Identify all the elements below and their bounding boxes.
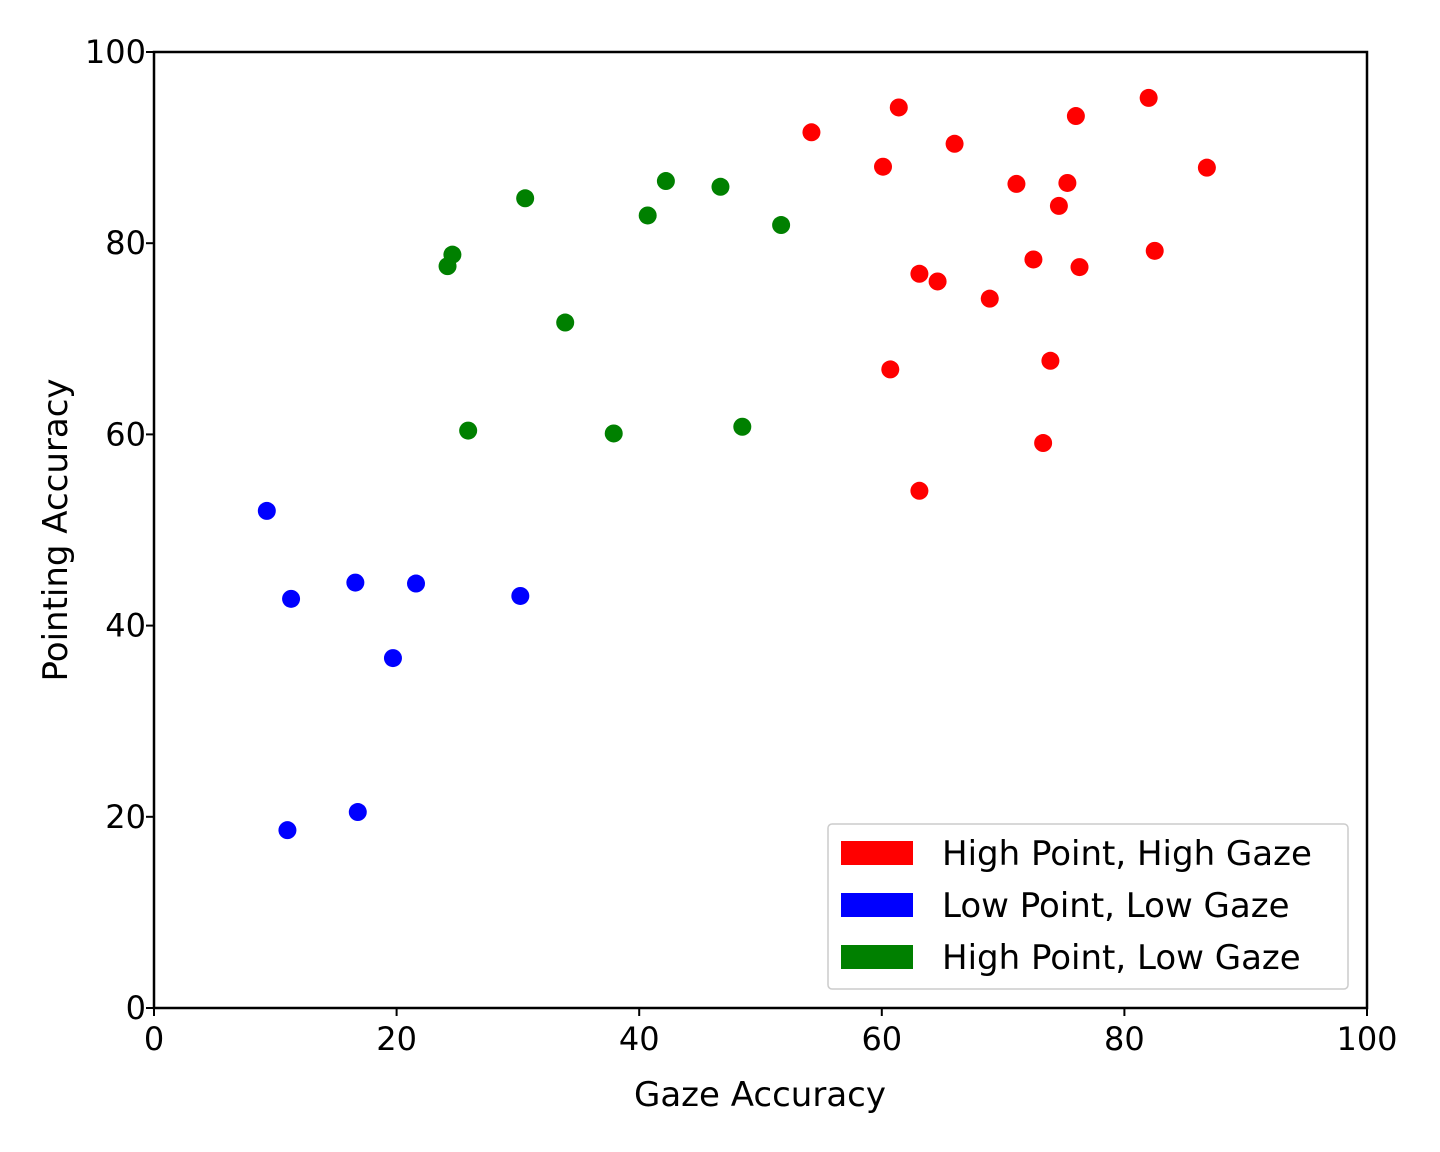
data-point-high-point-low-gaze (443, 245, 462, 264)
data-point-high-point-high-gaze (1066, 107, 1085, 126)
data-point-high-point-low-gaze (638, 206, 657, 225)
x-tick-label: 0 (144, 1020, 164, 1058)
plot-markers (257, 88, 1216, 840)
data-point-high-point-high-gaze (889, 98, 908, 117)
data-point-high-point-high-gaze (1197, 158, 1216, 177)
legend-box (827, 823, 1349, 990)
legend-label-high-point-high-gaze: High Point, High Gaze (942, 834, 1312, 874)
data-point-high-point-high-gaze (910, 264, 929, 283)
data-point-high-point-high-gaze (910, 481, 929, 500)
data-point-low-point-low-gaze (383, 649, 402, 668)
legend-swatch-high-point-low-gaze (841, 945, 913, 969)
data-point-low-point-low-gaze (282, 589, 301, 608)
y-tick-label: 20 (105, 798, 146, 836)
data-point-high-point-high-gaze (881, 360, 900, 379)
x-tick-label: 40 (619, 1020, 660, 1058)
data-point-low-point-low-gaze (257, 501, 276, 520)
data-point-low-point-low-gaze (407, 574, 426, 593)
data-point-high-point-high-gaze (1139, 88, 1158, 107)
x-tick-label: 80 (1104, 1020, 1145, 1058)
legend-label-high-point-low-gaze: High Point, Low Gaze (942, 938, 1301, 978)
data-point-high-point-high-gaze (802, 123, 821, 142)
data-point-high-point-low-gaze (733, 417, 752, 436)
data-point-high-point-high-gaze (980, 289, 999, 308)
y-tick-label: 80 (105, 224, 146, 262)
data-point-high-point-high-gaze (1070, 258, 1089, 277)
x-tick-label: 20 (376, 1020, 417, 1058)
legend-swatch-high-point-high-gaze (841, 841, 913, 865)
y-axis-label: Pointing Accuracy (36, 378, 76, 681)
data-point-high-point-low-gaze (604, 424, 623, 443)
data-point-high-point-high-gaze (1007, 174, 1026, 193)
data-point-high-point-high-gaze (1058, 173, 1077, 192)
data-point-high-point-high-gaze (928, 272, 947, 291)
y-tick-label: 0 (126, 989, 146, 1027)
y-tick-label: 40 (105, 607, 146, 645)
x-tick-label: 60 (861, 1020, 902, 1058)
x-axis: 0 20 40 60 80 100 (144, 1008, 1398, 1058)
data-point-high-point-low-gaze (459, 421, 478, 440)
data-point-low-point-low-gaze (348, 803, 367, 822)
legend-label-low-point-low-gaze: Low Point, Low Gaze (942, 886, 1290, 926)
x-tick-label: 100 (1336, 1020, 1397, 1058)
data-point-high-point-high-gaze (1145, 241, 1164, 260)
data-point-low-point-low-gaze (346, 573, 365, 592)
plot-frame (152, 50, 1369, 1010)
data-point-high-point-high-gaze (1024, 250, 1043, 269)
y-tick-label: 100 (85, 33, 146, 71)
data-point-high-point-low-gaze (556, 313, 575, 332)
data-point-high-point-high-gaze (1034, 434, 1053, 453)
data-point-high-point-high-gaze (945, 134, 964, 153)
data-point-high-point-high-gaze (1049, 196, 1068, 215)
data-point-high-point-low-gaze (772, 216, 791, 235)
data-point-low-point-low-gaze (278, 821, 297, 840)
y-tick-label: 60 (105, 415, 146, 453)
data-point-low-point-low-gaze (511, 586, 530, 605)
data-point-high-point-low-gaze (711, 177, 730, 196)
data-point-high-point-low-gaze (656, 172, 675, 191)
legend-swatch-low-point-low-gaze (841, 893, 913, 917)
data-point-high-point-high-gaze (874, 157, 893, 176)
x-axis-label: Gaze Accuracy (634, 1075, 886, 1115)
data-point-high-point-high-gaze (1041, 351, 1060, 370)
data-point-high-point-low-gaze (516, 189, 535, 208)
legend: High Point, High Gaze Low Point, Low Gaz… (827, 823, 1349, 990)
y-axis: 0 20 40 60 80 100 (85, 33, 154, 1027)
